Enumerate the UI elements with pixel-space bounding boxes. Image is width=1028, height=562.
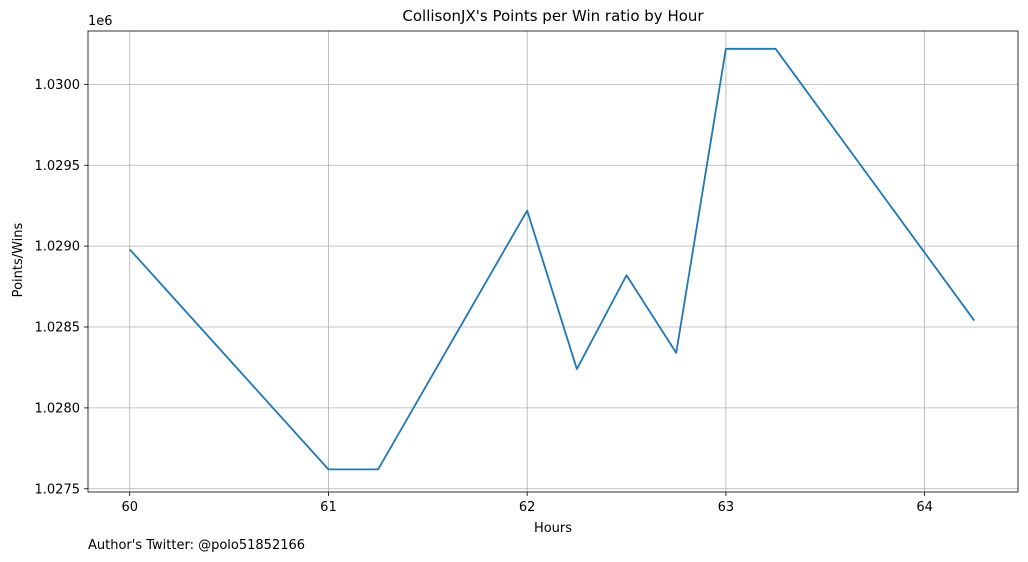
- x-tick-label: 60: [121, 500, 138, 515]
- y-tick-label: 1.0285: [35, 321, 81, 336]
- y-axis-label: Points/Wins: [11, 222, 26, 297]
- grid: [88, 31, 1018, 492]
- y-tick-label: 1.0280: [35, 401, 81, 416]
- y-tick-label: 1.0300: [35, 78, 81, 93]
- y-tick-label: 1.0295: [35, 159, 81, 174]
- x-tick-label: 61: [320, 500, 337, 515]
- x-tick-label: 64: [916, 500, 933, 515]
- ticks: 60 61 62 63 64 1.0275 1.0280 1.0285 1.0290 1.0295…: [35, 78, 933, 515]
- x-tick-label: 62: [519, 500, 536, 515]
- plot-frame: [87, 30, 1019, 493]
- y-offset-label: 1e6: [88, 14, 113, 29]
- series-line: [129, 47, 976, 471]
- x-tick-label: 63: [718, 500, 735, 515]
- x-axis-label: Hours: [534, 521, 572, 536]
- chart-title: CollisonJX's Points per Win ratio by Hou…: [402, 7, 704, 25]
- y-tick-label: 1.0290: [35, 240, 81, 255]
- author-credit: Author's Twitter: @polo51852166: [88, 538, 306, 553]
- y-tick-label: 1.0275: [35, 482, 81, 497]
